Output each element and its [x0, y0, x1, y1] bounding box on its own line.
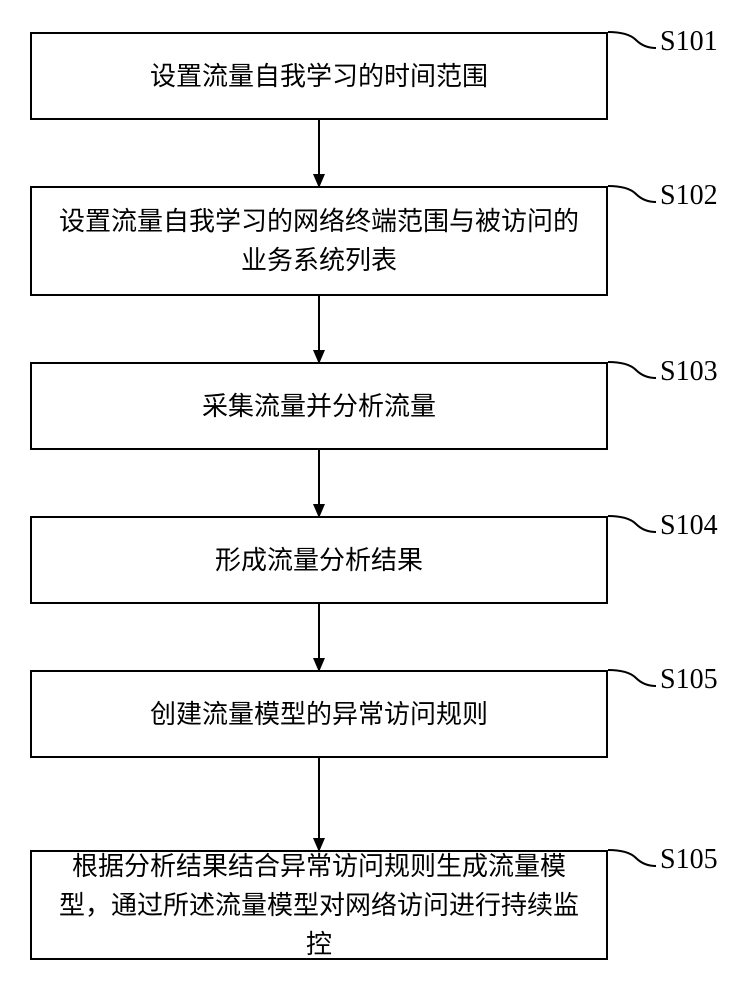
flow-node-5: 创建流量模型的异常访问规则	[30, 670, 608, 758]
connector-2	[608, 186, 656, 202]
connector-4	[608, 516, 656, 532]
flow-node-2-text: 设置流量自我学习的网络终端范围与被访问的业务系统列表	[52, 202, 586, 280]
flow-node-3-text: 采集流量并分析流量	[202, 387, 436, 426]
flow-node-4: 形成流量分析结果	[30, 516, 608, 604]
flow-node-5-text: 创建流量模型的异常访问规则	[150, 695, 488, 734]
step-label-6: S105	[660, 844, 718, 876]
flow-node-2: 设置流量自我学习的网络终端范围与被访问的业务系统列表	[30, 186, 608, 296]
flow-node-3: 采集流量并分析流量	[30, 362, 608, 450]
connector-3	[608, 362, 656, 378]
connector-5	[608, 670, 656, 686]
step-label-5: S105	[660, 664, 718, 696]
step-label-3: S103	[660, 356, 718, 388]
flow-node-1: 设置流量自我学习的时间范围	[30, 32, 608, 120]
step-label-4: S104	[660, 510, 718, 542]
connector-6	[608, 850, 656, 866]
flow-node-6: 根据分析结果结合异常访问规则生成流量模型，通过所述流量模型对网络访问进行持续监控	[30, 850, 608, 960]
flow-node-6-text: 根据分析结果结合异常访问规则生成流量模型，通过所述流量模型对网络访问进行持续监控	[52, 847, 586, 964]
step-label-1: S101	[660, 26, 718, 58]
flow-node-4-text: 形成流量分析结果	[215, 541, 423, 580]
flowchart-canvas: 设置流量自我学习的时间范围 设置流量自我学习的网络终端范围与被访问的业务系统列表…	[0, 0, 751, 1000]
step-label-2: S102	[660, 180, 718, 212]
connector-1	[608, 32, 656, 48]
flow-node-1-text: 设置流量自我学习的时间范围	[150, 57, 488, 96]
